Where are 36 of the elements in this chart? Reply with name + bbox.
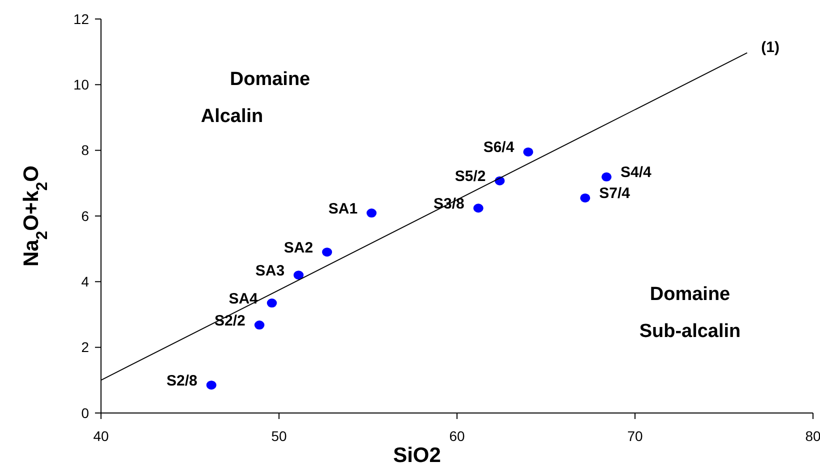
y-tick-label: 6: [81, 208, 90, 224]
annotation: S7/4: [599, 185, 631, 202]
annotation: S5/2: [454, 168, 486, 186]
y-tick-label: 8: [81, 142, 90, 158]
annotation: (1): [761, 39, 780, 56]
x-tick-label: 40: [93, 428, 109, 444]
point: [602, 172, 612, 182]
annotation: S6/4: [483, 139, 515, 156]
point: [294, 270, 304, 280]
x-tick-label: 50: [271, 428, 287, 444]
annotation: SA3: [255, 262, 285, 280]
annotation: Domaine Alcalin: [200, 69, 310, 127]
point: [206, 380, 216, 390]
x-tick-label: 60: [449, 428, 465, 444]
point: [523, 147, 534, 156]
y-tick-label: 4: [81, 274, 90, 290]
annotation: Domaine Sub-alcalin: [639, 284, 741, 342]
point: [322, 248, 332, 257]
point: [580, 193, 590, 202]
point: [473, 204, 484, 213]
annotation: S2/8: [166, 372, 198, 390]
annotation: SA1: [328, 200, 358, 218]
y-tick-label: 2: [81, 339, 90, 356]
point: [366, 208, 377, 218]
point: [254, 320, 264, 330]
x-tick-label: 70: [627, 428, 643, 444]
y-tick-label: 12: [73, 10, 90, 27]
y-tick-label: 10: [73, 76, 90, 93]
y-tick-label: 0: [81, 404, 90, 421]
annotation: S2/2: [214, 312, 246, 330]
x-axis-title: SiO2: [393, 444, 441, 465]
annotation: SA4: [228, 290, 259, 308]
x-tick-label: 80: [805, 428, 820, 444]
annotation: S4/4: [620, 164, 652, 182]
point: [266, 298, 277, 308]
annotation: SA2: [284, 239, 314, 256]
